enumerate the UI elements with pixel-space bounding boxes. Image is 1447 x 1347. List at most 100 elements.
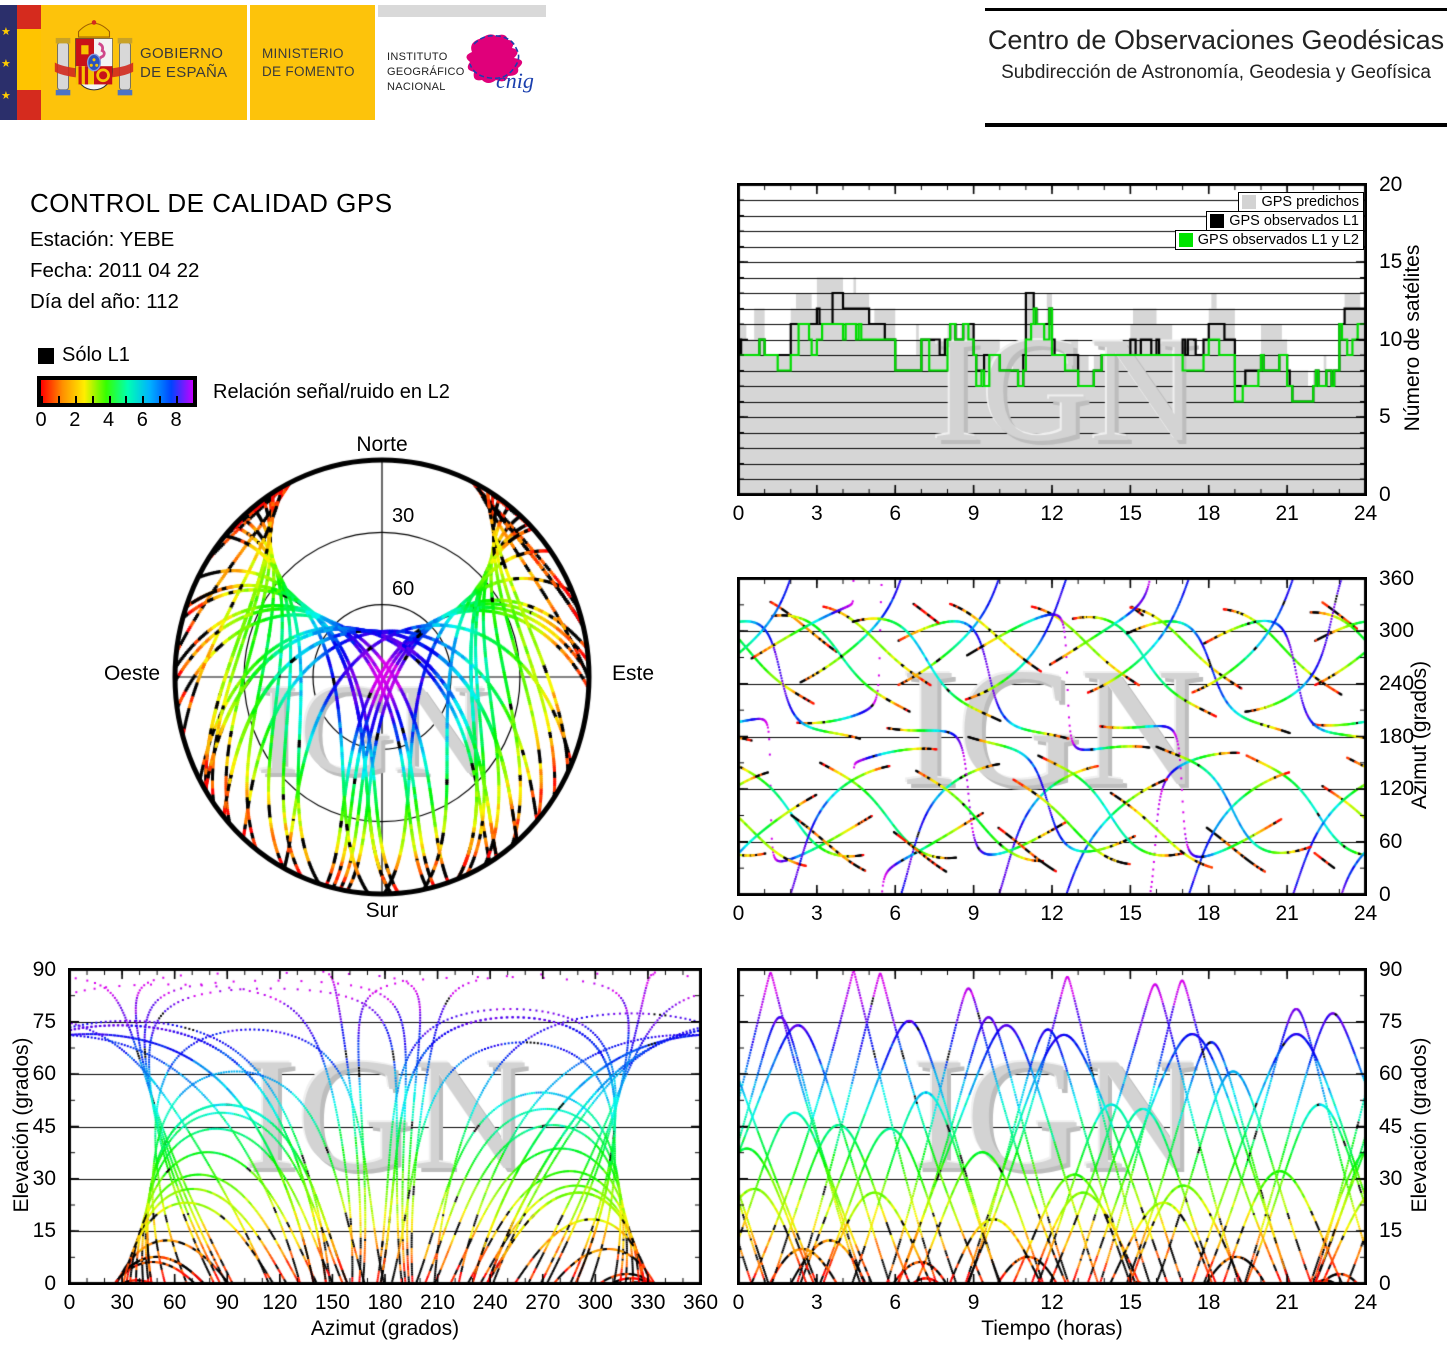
x-tick-label: 15 — [1118, 502, 1143, 525]
spain-flag-strip — [17, 5, 41, 120]
y-tick-label: 90 — [32, 957, 56, 981]
ylabel-elevacion-right: Elevación (grados) — [1408, 1037, 1431, 1213]
x-tick-label: 24 — [1353, 1291, 1378, 1314]
x-tick-label: 12 — [1040, 1291, 1064, 1314]
colorbar-tick — [108, 396, 111, 403]
colorbar-tick-label: 2 — [69, 409, 81, 431]
x-tick-label: 60 — [162, 1291, 187, 1314]
y-tick-label: 15 — [1379, 250, 1403, 273]
y-tick-label: 15 — [32, 1219, 56, 1243]
flag-red-band — [17, 90, 41, 120]
snr-colorbar-label: Relación señal/ruido en L2 — [213, 381, 450, 403]
ministerio-label: MINISTERIO DE FOMENTO — [262, 45, 355, 81]
y-tick-label: 20 — [1379, 172, 1403, 196]
skyplot-ring60-label: 60 — [392, 578, 415, 600]
cnig-logo-icon: cnig — [466, 34, 534, 93]
y-tick-label: 90 — [1379, 957, 1403, 981]
x-tick-label: 0 — [732, 902, 745, 925]
colorbar-tick — [176, 396, 179, 403]
station-line: Estación: YEBE — [30, 228, 175, 251]
elevation-azimuth-chart-canvas — [68, 968, 702, 1285]
x-tick-label: 21 — [1275, 902, 1299, 925]
ylabel-elevacion-left: Elevación (grados) — [10, 1037, 33, 1213]
colorbar-tick — [91, 396, 94, 403]
y-tick-label: 180 — [1379, 724, 1415, 748]
center-title: Centro de Observaciones Geodésicas — [987, 25, 1445, 55]
y-tick-label: 360 — [1379, 566, 1415, 590]
solo-l1-swatch — [38, 348, 54, 364]
x-tick-label: 3 — [811, 902, 823, 925]
y-tick-label: 60 — [1379, 829, 1403, 853]
x-tick-label: 6 — [889, 1291, 902, 1314]
colorbar-tick — [192, 396, 195, 403]
gobierno-label: GOBIERNO DE ESPAÑA — [140, 44, 227, 82]
report-title: CONTROL DE CALIDAD GPS — [30, 188, 393, 218]
x-tick-label: 15 — [1118, 1291, 1143, 1314]
eu-flag-strip: ★ ★ ★ — [0, 5, 17, 120]
y-tick-label: 60 — [32, 1062, 56, 1086]
colorbar-tick-label: 0 — [35, 409, 47, 431]
y-tick-label: 0 — [1379, 482, 1391, 506]
ministerio-line1: MINISTERIO — [262, 46, 344, 61]
skyplot-north-label: Norte — [356, 433, 408, 456]
center-subtitle: Subdirección de Astronomía, Geodesia y G… — [1001, 62, 1431, 83]
x-tick-label: 360 — [682, 1291, 719, 1314]
legend-label-observados-l1: GPS observados L1 — [1229, 213, 1359, 229]
x-tick-label: 120 — [262, 1291, 298, 1314]
x-tick-label: 180 — [367, 1291, 403, 1314]
ign-gray-bar — [378, 5, 546, 17]
x-tick-label: 330 — [630, 1291, 666, 1314]
green-swatch-icon — [1178, 233, 1193, 247]
x-tick-label: 21 — [1275, 502, 1299, 525]
instituto-line3: NACIONAL — [387, 81, 446, 93]
x-tick-label: 300 — [577, 1291, 613, 1314]
ylabel-num-satelites: Número de satélites — [1401, 244, 1424, 432]
y-tick-label: 60 — [1379, 1062, 1403, 1086]
y-tick-label: 45 — [1379, 1114, 1403, 1138]
doy-line: Día del año: 112 — [30, 290, 179, 313]
colorbar-tick — [74, 396, 77, 403]
colorbar-tick — [41, 396, 43, 403]
y-tick-label: 0 — [44, 1271, 56, 1295]
colorbar-tick-label: 8 — [170, 409, 182, 431]
x-tick-label: 12 — [1040, 502, 1064, 525]
x-tick-label: 90 — [215, 1291, 239, 1314]
x-tick-label: 3 — [811, 502, 823, 525]
instituto-line2: GEOGRÁFICO — [387, 66, 465, 78]
x-tick-label: 0 — [732, 1291, 745, 1314]
azimuth-time-chart-canvas — [737, 577, 1367, 896]
ministerio-line2: DE FOMENTO — [262, 64, 355, 79]
date-line: Fecha: 2011 04 22 — [30, 259, 200, 282]
x-tick-label: 270 — [525, 1291, 561, 1314]
legend-label-observados-l1l2: GPS observados L1 y L2 — [1197, 232, 1359, 248]
eu-star-icon: ★ — [1, 90, 11, 102]
skyplot-canvas — [150, 430, 620, 930]
instituto-line1: INSTITUTO — [387, 51, 448, 63]
y-tick-label: 30 — [32, 1166, 56, 1190]
skyplot-ring30-label: 30 — [392, 505, 415, 527]
skyplot-south-label: Sur — [365, 899, 399, 922]
x-tick-label: 6 — [889, 902, 902, 925]
y-tick-label: 15 — [1379, 1219, 1403, 1243]
y-tick-label: 30 — [1379, 1166, 1403, 1190]
colorbar-tick — [57, 396, 60, 403]
colorbar-tick — [159, 396, 162, 403]
spain-coat-of-arms-icon — [54, 20, 134, 96]
x-tick-label: 0 — [732, 502, 745, 525]
gobierno-line2: DE ESPAÑA — [140, 64, 228, 81]
elevation-time-chart-canvas — [737, 968, 1367, 1285]
eu-star-icon: ★ — [1, 58, 11, 70]
xlabel-azimut: Azimut (grados) — [310, 1317, 460, 1340]
y-tick-label: 120 — [1379, 777, 1415, 801]
x-tick-label: 15 — [1118, 902, 1143, 925]
skyplot-east-label: Este — [612, 662, 655, 685]
x-tick-label: 18 — [1197, 1291, 1221, 1314]
y-tick-label: 75 — [32, 1009, 56, 1033]
x-tick-label: 6 — [889, 502, 902, 525]
x-tick-label: 9 — [967, 902, 980, 925]
eu-star-icon: ★ — [1, 26, 11, 38]
x-tick-label: 9 — [967, 1291, 980, 1314]
x-tick-label: 0 — [63, 1291, 76, 1314]
legend-row-observados-l1l2: GPS observados L1 y L2 — [1174, 230, 1364, 250]
